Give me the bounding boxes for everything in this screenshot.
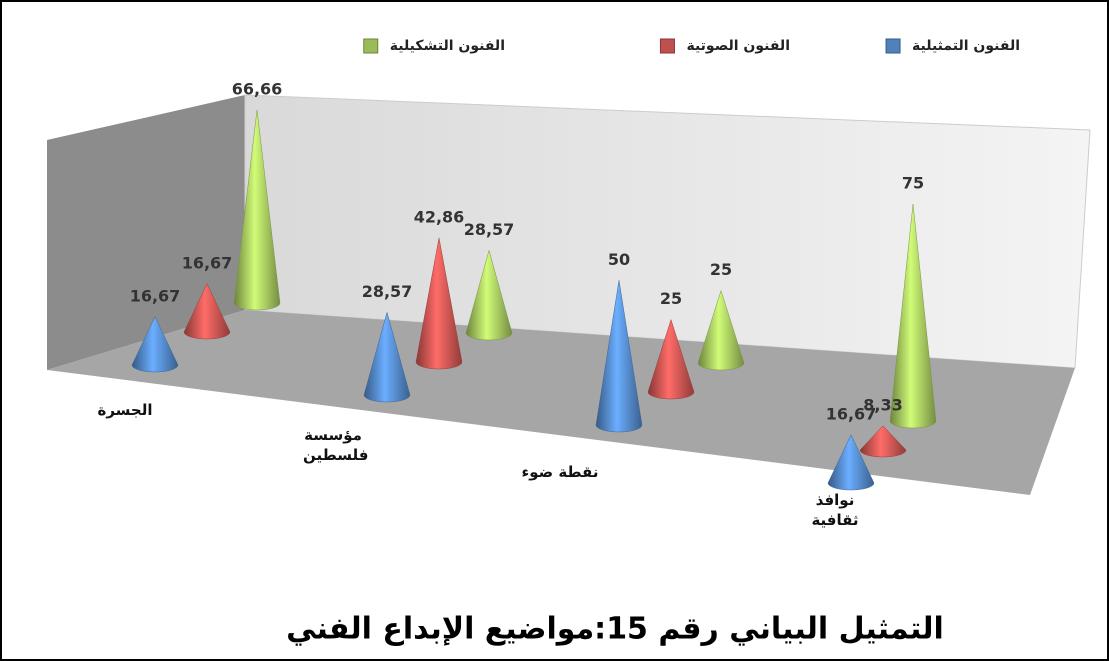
legend-swatch [363, 38, 379, 54]
category-label: نوافذ ثقافية [811, 491, 859, 529]
cone [827, 434, 875, 491]
data-label: 25 [660, 289, 682, 308]
floor [47, 310, 1075, 495]
cone [233, 110, 281, 311]
category-label: الجسرة [97, 401, 153, 419]
cone [363, 311, 411, 403]
legend-label: الفنون الصوتية [686, 38, 790, 54]
data-label: 28,57 [362, 282, 413, 301]
cone [183, 283, 231, 340]
cone [595, 280, 643, 433]
category-label: نقطة ضوء [521, 463, 599, 481]
data-label: 28,57 [464, 220, 515, 239]
cone [465, 249, 513, 341]
data-label: 16,67 [130, 286, 181, 305]
legend-label: الفنون التشكيلية [390, 38, 505, 54]
data-label: 25 [710, 260, 732, 279]
cone [697, 289, 745, 371]
cone [647, 318, 695, 400]
chart-title: التمثيل البياني رقم 15:مواضيع الإبداع ال… [286, 612, 944, 647]
cone [415, 237, 463, 370]
cone [889, 203, 937, 429]
cone [859, 425, 907, 458]
data-label: 50 [608, 250, 630, 269]
left-wall [47, 95, 245, 370]
data-label: 75 [902, 174, 924, 193]
legend-label: الفنون التمثيلية [912, 38, 1020, 54]
legend-swatch [885, 38, 901, 54]
legend-swatch [659, 38, 675, 54]
data-label: 42,86 [414, 207, 465, 226]
data-label: 66,66 [232, 80, 283, 99]
data-label: 8,33 [863, 395, 902, 414]
data-label: 16,67 [182, 253, 233, 272]
data-label: 16,67 [826, 404, 877, 423]
cone [131, 316, 179, 373]
category-label: مؤسسة فلسطين [303, 426, 369, 464]
